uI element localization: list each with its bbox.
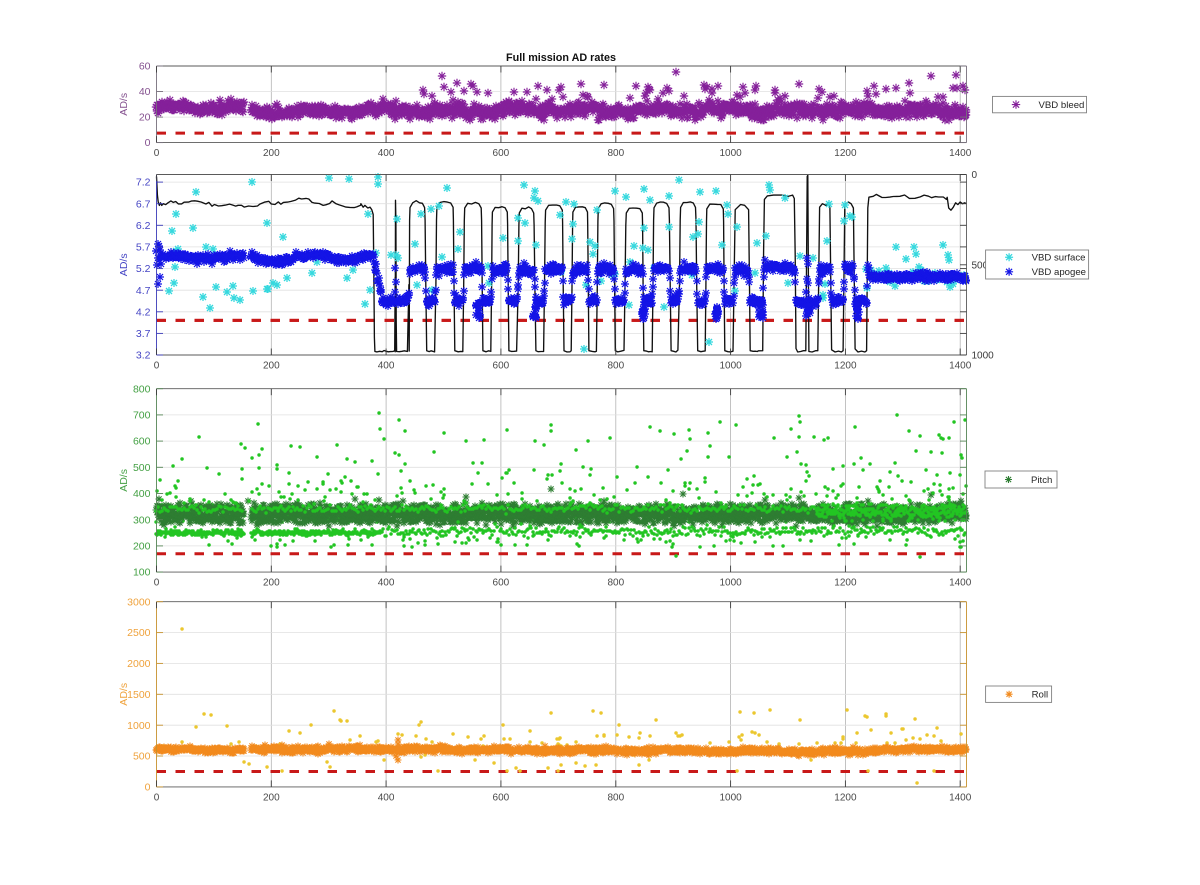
svg-text:400: 400 [378, 148, 395, 159]
svg-text:4.2: 4.2 [136, 306, 151, 318]
svg-text:40: 40 [139, 86, 151, 98]
svg-text:400: 400 [378, 361, 395, 372]
svg-text:0: 0 [154, 148, 160, 159]
svg-text:400: 400 [378, 578, 395, 589]
svg-text:7.2: 7.2 [136, 177, 151, 189]
svg-text:600: 600 [493, 792, 510, 803]
svg-text:200: 200 [263, 792, 280, 803]
svg-text:500: 500 [133, 462, 151, 474]
svg-text:300: 300 [133, 514, 151, 526]
svg-text:200: 200 [133, 541, 151, 553]
svg-text:0: 0 [145, 137, 151, 149]
svg-text:800: 800 [607, 578, 624, 589]
svg-text:800: 800 [133, 383, 151, 395]
svg-text:6.7: 6.7 [136, 198, 151, 210]
svg-text:200: 200 [263, 148, 280, 159]
svg-text:100: 100 [133, 567, 151, 579]
svg-text:1200: 1200 [834, 148, 857, 159]
svg-text:6.2: 6.2 [136, 220, 151, 232]
svg-text:400: 400 [378, 792, 395, 803]
svg-text:3000: 3000 [127, 596, 151, 608]
svg-text:3.7: 3.7 [136, 328, 151, 340]
svg-text:0: 0 [154, 361, 160, 372]
svg-text:400: 400 [133, 488, 151, 500]
svg-text:1200: 1200 [834, 578, 857, 589]
svg-text:200: 200 [263, 361, 280, 372]
svg-text:800: 800 [607, 792, 624, 803]
svg-text:0: 0 [145, 782, 151, 794]
svg-text:AD/s: AD/s [118, 253, 130, 276]
svg-text:Roll: Roll [1032, 690, 1049, 701]
svg-text:VBD surface: VBD surface [1032, 253, 1086, 264]
svg-text:800: 800 [607, 148, 624, 159]
svg-text:600: 600 [493, 148, 510, 159]
svg-text:1200: 1200 [834, 361, 857, 372]
svg-text:4.7: 4.7 [136, 285, 151, 297]
svg-text:3.2: 3.2 [136, 350, 151, 362]
svg-text:VBD apogee: VBD apogee [1032, 267, 1086, 278]
svg-text:200: 200 [263, 578, 280, 589]
svg-text:800: 800 [607, 361, 624, 372]
svg-text:600: 600 [493, 578, 510, 589]
svg-text:0: 0 [154, 792, 160, 803]
svg-text:1200: 1200 [834, 792, 857, 803]
svg-text:1000: 1000 [719, 792, 742, 803]
svg-text:1400: 1400 [949, 792, 972, 803]
svg-text:0: 0 [972, 170, 978, 181]
svg-text:500: 500 [133, 751, 151, 763]
svg-text:60: 60 [139, 61, 151, 73]
svg-text:AD/s: AD/s [118, 469, 130, 492]
svg-text:5.2: 5.2 [136, 263, 151, 275]
svg-text:700: 700 [133, 410, 151, 422]
svg-text:1500: 1500 [127, 689, 151, 701]
svg-text:1000: 1000 [127, 720, 151, 732]
svg-text:0: 0 [154, 578, 160, 589]
svg-text:1400: 1400 [949, 361, 972, 372]
svg-text:AD/s: AD/s [118, 683, 130, 706]
svg-text:1000: 1000 [972, 351, 995, 362]
svg-text:1000: 1000 [719, 148, 742, 159]
svg-text:2500: 2500 [127, 627, 151, 639]
svg-text:1000: 1000 [719, 578, 742, 589]
svg-text:1400: 1400 [949, 578, 972, 589]
svg-text:Pitch: Pitch [1031, 475, 1052, 486]
svg-text:Full mission AD rates: Full mission AD rates [506, 52, 616, 64]
svg-text:600: 600 [133, 436, 151, 448]
svg-text:2000: 2000 [127, 658, 151, 670]
svg-text:5.7: 5.7 [136, 242, 151, 254]
svg-text:1400: 1400 [949, 148, 972, 159]
svg-text:AD/s: AD/s [118, 93, 130, 116]
svg-text:20: 20 [139, 112, 151, 124]
svg-text:VBD bleed: VBD bleed [1039, 100, 1085, 111]
svg-text:1000: 1000 [719, 361, 742, 372]
svg-text:600: 600 [493, 361, 510, 372]
